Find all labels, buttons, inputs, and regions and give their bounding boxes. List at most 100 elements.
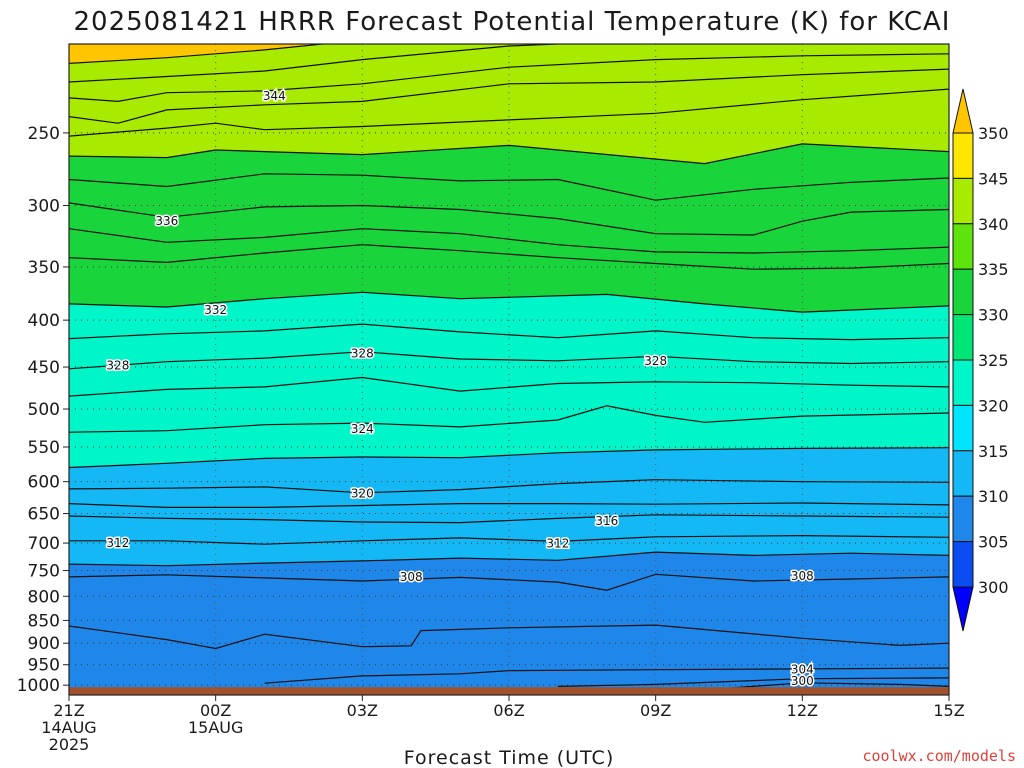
isentrope-344 bbox=[69, 68, 949, 124]
colorbar-label-310: 310 bbox=[978, 487, 1009, 506]
colorbar-box-7 bbox=[952, 450, 974, 497]
x-tick-label-0-0: 21Z bbox=[53, 701, 84, 720]
contour-label-328: 328 bbox=[106, 358, 129, 372]
ground-layer bbox=[69, 687, 949, 695]
band-343 bbox=[69, 44, 949, 164]
isentrope-348 bbox=[69, 44, 573, 83]
colorbar-label-330: 330 bbox=[978, 306, 1009, 325]
y-tick-label-1000: 1000 bbox=[17, 676, 60, 696]
colorbar-box-6 bbox=[952, 404, 974, 452]
colorbar-label-305: 305 bbox=[978, 533, 1009, 552]
isentrope-308 bbox=[69, 573, 949, 591]
contour-labels: 344 336 332 328 328 328 324 320 316 312 312 308 308 3… bbox=[105, 88, 815, 690]
band-333 bbox=[69, 143, 949, 313]
isentrope-322 bbox=[69, 405, 949, 433]
contour-label-312: 312 bbox=[546, 537, 569, 551]
colorbar-box-9 bbox=[952, 541, 974, 588]
contour-label-324: 324 bbox=[351, 422, 374, 436]
isentrope-346 bbox=[69, 53, 949, 103]
y-tick-label-450: 450 bbox=[28, 358, 60, 378]
colorbar-label-320: 320 bbox=[978, 396, 1009, 415]
y-tick-label-950: 950 bbox=[28, 656, 60, 676]
contour-label-344: 344 bbox=[263, 89, 286, 103]
colorbar-label-345: 345 bbox=[978, 169, 1009, 188]
contour-label-304: 304 bbox=[791, 662, 814, 676]
x-tick-label-12-0: 09Z bbox=[640, 701, 671, 720]
colorbar-box-8 bbox=[952, 495, 974, 543]
isentrope-302 bbox=[557, 677, 949, 687]
isentrope-306 bbox=[69, 624, 949, 650]
colorbar: 300 305 310 315 320 325 330 335 340 345 350 bbox=[952, 88, 1009, 632]
contour-label-300: 300 bbox=[791, 674, 814, 688]
contour-label-320: 320 bbox=[351, 486, 374, 500]
colorbar-box-2 bbox=[952, 223, 974, 270]
y-tick-label-400: 400 bbox=[28, 311, 60, 331]
band-308 bbox=[69, 552, 949, 695]
isentrope-300 bbox=[704, 682, 949, 691]
isentrope-lines bbox=[69, 44, 949, 691]
credit-text: coolwx.com/models bbox=[862, 747, 1016, 765]
x-tick-label-9-0: 06Z bbox=[493, 701, 524, 720]
y-tick-label-500: 500 bbox=[28, 400, 60, 420]
isentrope-326 bbox=[69, 351, 949, 370]
y-tick-label-250: 250 bbox=[28, 124, 60, 144]
contour-label-308: 308 bbox=[791, 569, 814, 583]
x-tick-label-6-0: 03Z bbox=[347, 701, 378, 720]
y-tick-label-650: 650 bbox=[28, 505, 60, 525]
y-tick-label-300: 300 bbox=[28, 197, 60, 217]
contour-label-308: 308 bbox=[400, 570, 423, 584]
y-tick-label-800: 800 bbox=[28, 587, 60, 607]
x-tick-label-0-2: 2025 bbox=[49, 735, 90, 754]
contour-label-328: 328 bbox=[351, 347, 374, 361]
colorbar-box-0 bbox=[952, 132, 974, 179]
isentrope-342 bbox=[69, 88, 949, 137]
y-tick-label-550: 550 bbox=[28, 438, 60, 458]
isentrope-336 bbox=[69, 202, 949, 236]
x-axis-label: Forecast Time (UTC) bbox=[404, 747, 614, 768]
y-tick-label-900: 900 bbox=[28, 634, 60, 654]
contour-label-316: 316 bbox=[595, 514, 618, 528]
band-323 bbox=[69, 292, 949, 468]
x-tick-label-3-0: 00Z bbox=[200, 701, 231, 720]
isentrope-328 bbox=[69, 323, 949, 341]
isentrope-304 bbox=[264, 667, 949, 684]
contour-label-312: 312 bbox=[106, 536, 129, 550]
y-tick-label-750: 750 bbox=[28, 562, 60, 582]
colorbar-label-300: 300 bbox=[978, 578, 1009, 597]
colorbar-box-1 bbox=[952, 177, 974, 225]
isentrope-320 bbox=[69, 447, 949, 469]
chart-title: 2025081421 HRRR Forecast Potential Tempe… bbox=[74, 7, 951, 37]
colorbar-label-325: 325 bbox=[978, 351, 1009, 370]
isentrope-314 bbox=[69, 514, 949, 524]
isentrope-334 bbox=[69, 228, 949, 254]
colorbar-label-340: 340 bbox=[978, 215, 1009, 234]
x-tick-label-3-1: 15AUG bbox=[188, 718, 243, 737]
filled-contour-bands bbox=[69, 44, 949, 695]
y-axis-ticks: 250 300 350 400 450 500 550 600 650 700 750 800 850 9… bbox=[17, 124, 69, 696]
y-tick-label-850: 850 bbox=[28, 611, 60, 631]
colorbar-top-arrow bbox=[952, 88, 974, 134]
isentrope-316 bbox=[69, 502, 949, 508]
isentrope-318 bbox=[69, 479, 949, 494]
y-tick-label-700: 700 bbox=[28, 534, 60, 554]
isentrope-330 bbox=[69, 291, 949, 313]
y-tick-label-600: 600 bbox=[28, 473, 60, 493]
isentrope-324 bbox=[69, 376, 949, 397]
isentrope-338 bbox=[69, 173, 949, 201]
y-tick-label-350: 350 bbox=[28, 258, 60, 278]
contour-label-328: 328 bbox=[644, 354, 667, 368]
band-353 bbox=[69, 44, 949, 64]
x-tick-label-15-0: 12Z bbox=[787, 701, 818, 720]
colorbar-label-335: 335 bbox=[978, 260, 1009, 279]
isentrope-340 bbox=[69, 143, 949, 165]
colorbar-box-3 bbox=[952, 268, 974, 316]
colorbar-label-350: 350 bbox=[978, 124, 1009, 143]
x-tick-label-18-0: 15Z bbox=[933, 701, 964, 720]
isentrope-332 bbox=[69, 244, 949, 270]
colorbar-label-315: 315 bbox=[978, 442, 1009, 461]
isentrope-350 bbox=[69, 44, 329, 64]
colorbar-bottom-arrow bbox=[952, 586, 974, 632]
colorbar-box-4 bbox=[952, 314, 974, 361]
